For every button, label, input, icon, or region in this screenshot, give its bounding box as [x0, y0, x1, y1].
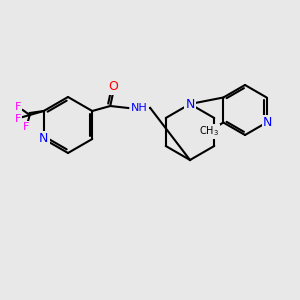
Text: NH: NH — [131, 103, 148, 113]
Text: N: N — [263, 116, 272, 129]
Text: F: F — [15, 102, 21, 112]
Text: CH$_3$: CH$_3$ — [199, 124, 219, 138]
Text: N: N — [185, 98, 195, 110]
Text: F: F — [22, 122, 29, 132]
Text: N: N — [39, 133, 48, 146]
Text: O: O — [108, 80, 118, 94]
Text: F: F — [15, 114, 21, 124]
